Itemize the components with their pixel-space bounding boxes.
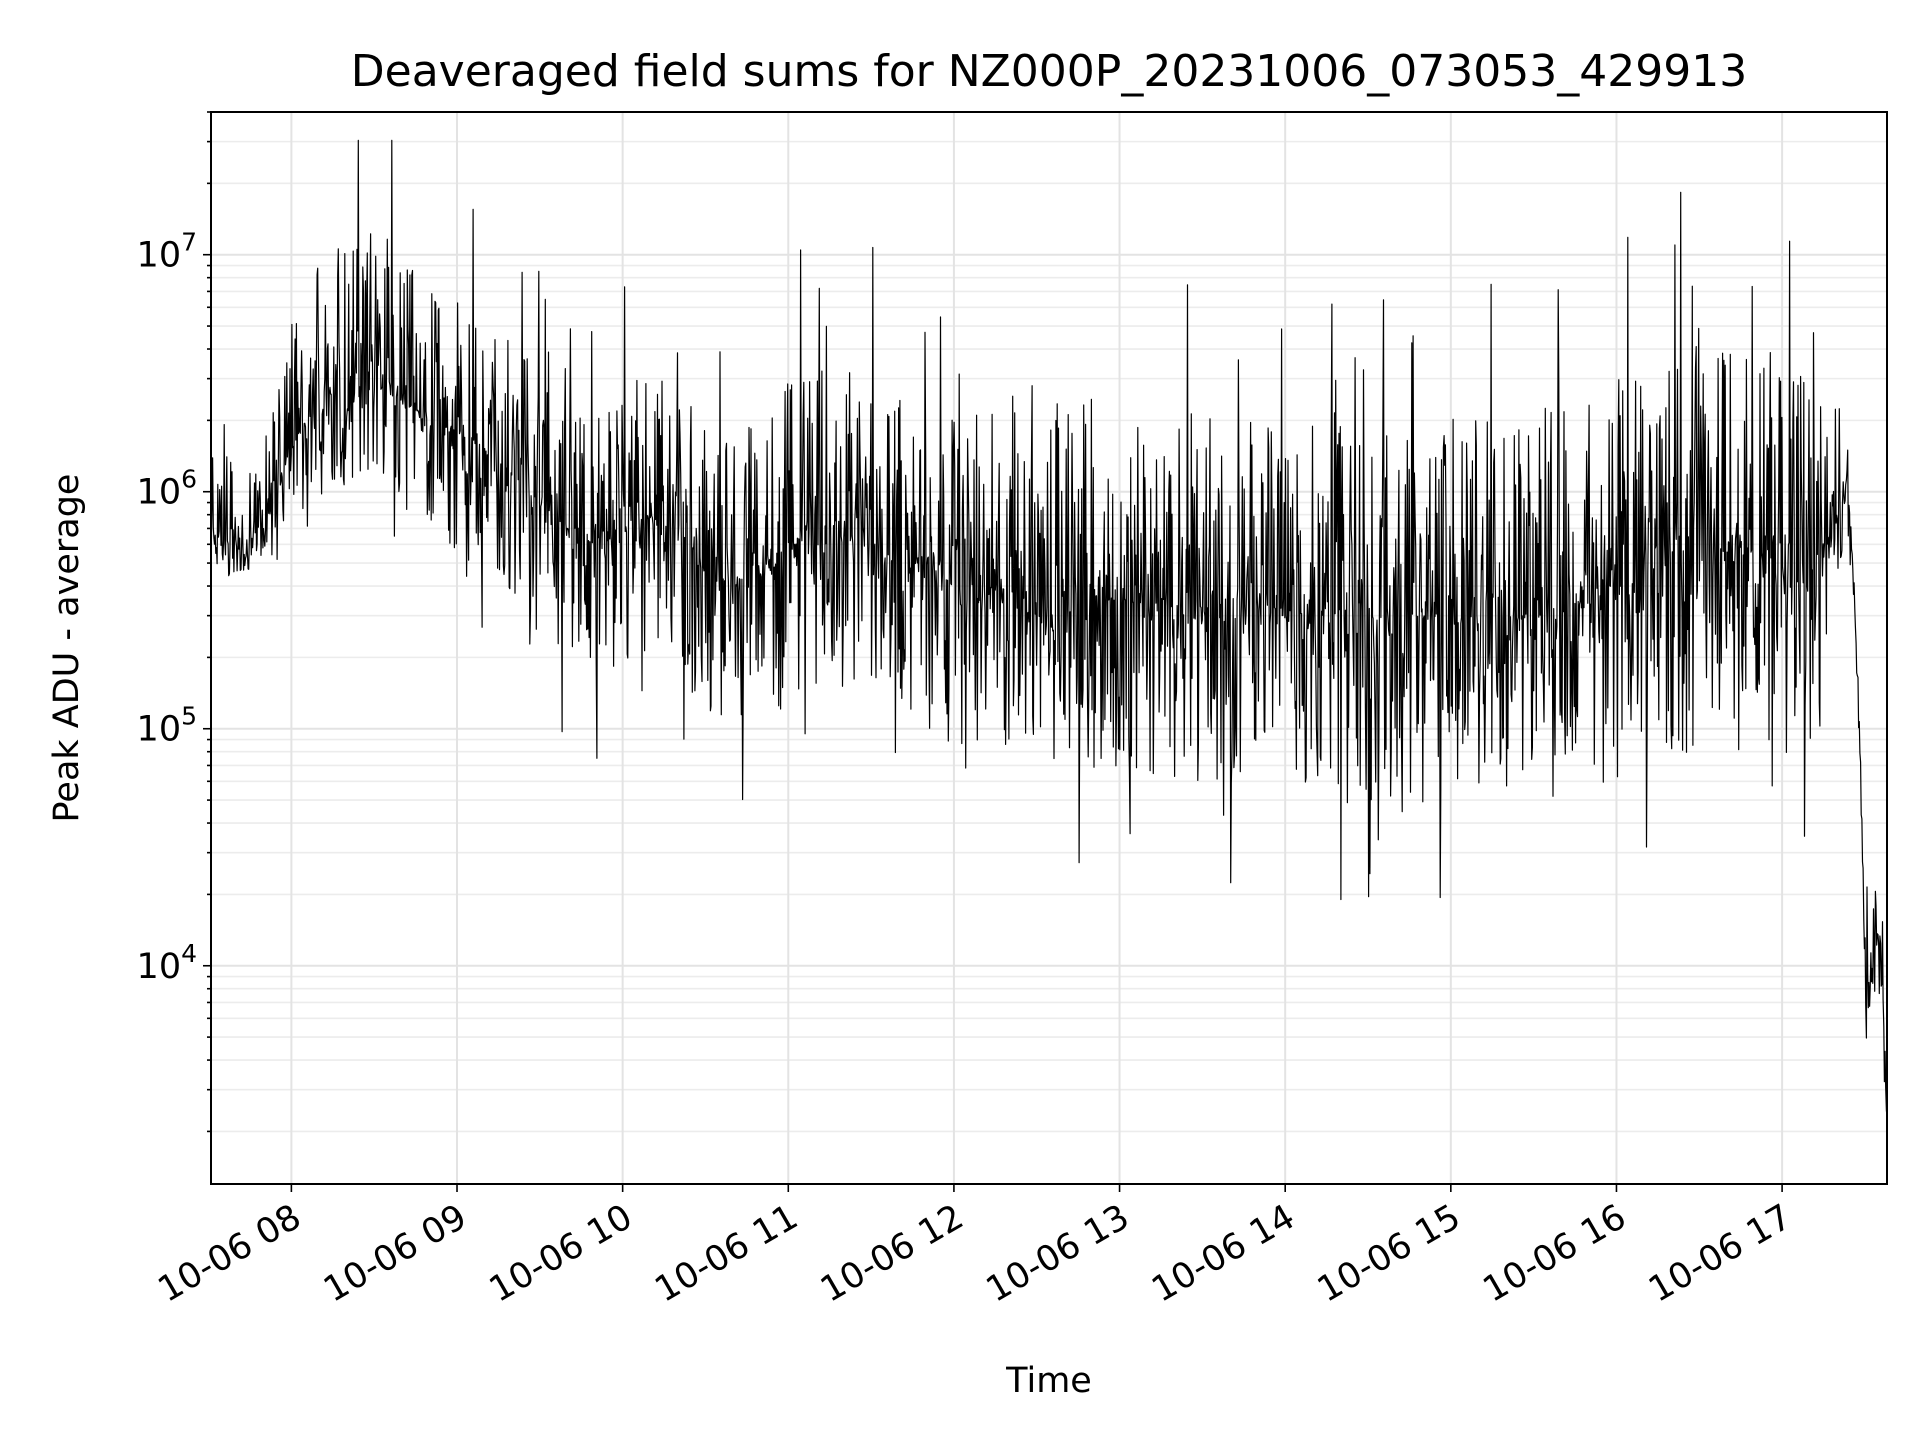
y-tick-label: 106	[137, 465, 197, 513]
x-tick-label: 10-06 15	[1311, 1197, 1467, 1310]
x-tick-label: 10-06 11	[648, 1197, 804, 1310]
x-tick-label: 10-06 14	[1145, 1197, 1301, 1310]
x-tick-label: 10-06 17	[1642, 1197, 1798, 1310]
x-tick-label: 10-06 12	[814, 1197, 970, 1310]
y-tick-label: 104	[137, 939, 197, 987]
series-line-layer	[210, 139, 1888, 1117]
x-tick-label: 10-06 09	[317, 1197, 473, 1310]
grid	[211, 111, 1887, 1184]
x-tick-label: 10-06 13	[980, 1197, 1136, 1310]
x-axis: 10-06 08 10-06 09 10-06 10 10-06 11 10-06 12…	[152, 1184, 1799, 1310]
series-line	[210, 139, 1888, 1117]
chart-title: Deaveraged field sums for NZ000P_2023100…	[351, 46, 1747, 97]
y-tick-label: 105	[137, 702, 197, 750]
y-tick-label: 107	[137, 228, 197, 276]
y-axis-label: Peak ADU - average	[47, 474, 87, 823]
x-tick-label: 10-06 08	[152, 1197, 308, 1310]
x-axis-label: Time	[1005, 1361, 1092, 1401]
x-tick-label: 10-06 10	[483, 1197, 639, 1310]
plot-frame	[210, 111, 1888, 1185]
x-tick-label: 10-06 16	[1477, 1197, 1633, 1310]
y-axis: 104 105 106 107	[137, 111, 211, 1133]
